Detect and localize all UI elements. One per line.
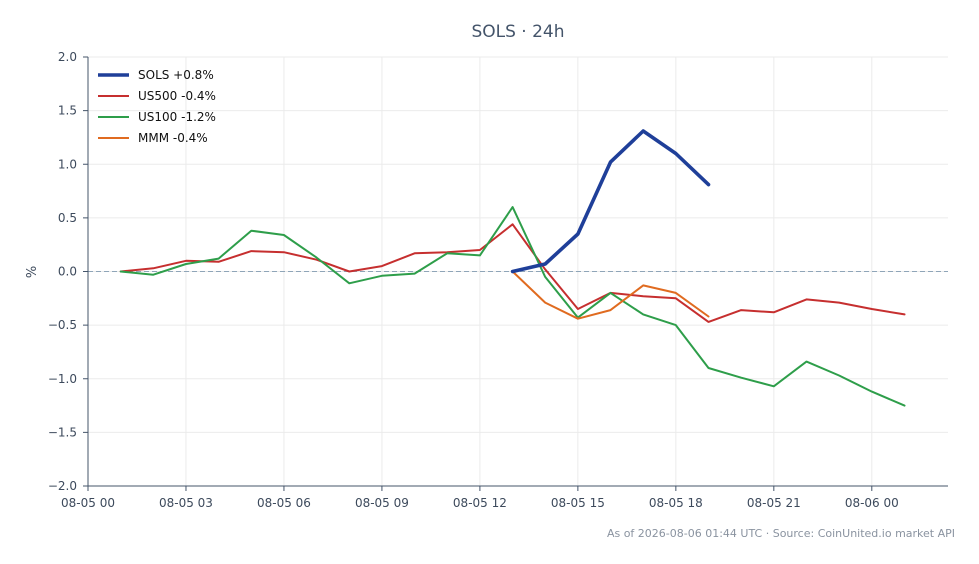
legend: SOLS +0.8% US500 -0.4% US100 -1.2% MMM -0.4… <box>98 68 216 145</box>
series-line-3 <box>511 270 710 320</box>
y-tick-label: 0.5 <box>58 211 77 225</box>
y-tick-label: 0.0 <box>58 265 77 279</box>
series-line-2 <box>119 206 906 407</box>
x-tick-label: 08-05 06 <box>257 496 311 510</box>
x-axis-ticks: 08-05 00 08-05 03 08-05 06 08-05 09 08-05 12… <box>61 486 899 510</box>
footer-source: As of 2026-08-06 01:44 UTC · Source: Coi… <box>607 527 955 540</box>
y-tick-label: −0.5 <box>48 318 77 332</box>
x-tick-label: 08-05 12 <box>453 496 507 510</box>
legend-label-2: US100 -1.2% <box>138 110 216 124</box>
y-tick-label: −1.0 <box>48 372 77 386</box>
y-axis-label: % <box>25 266 40 278</box>
x-tick-label: 08-05 18 <box>649 496 703 510</box>
y-tick-label: 1.5 <box>58 104 77 118</box>
y-tick-label: 1.0 <box>58 157 77 171</box>
y-tick-label: 2.0 <box>58 50 77 64</box>
y-tick-label: −1.5 <box>48 425 77 439</box>
series-line-0 <box>510 129 711 274</box>
x-tick-label: 08-05 03 <box>159 496 213 510</box>
x-tick-label: 08-05 00 <box>61 496 115 510</box>
y-tick-label: −2.0 <box>48 479 77 493</box>
x-tick-label: 08-05 21 <box>747 496 801 510</box>
chart-title: SOLS · 24h <box>471 22 564 42</box>
y-axis-ticks: 2.0 1.5 1.0 0.5 0.0 −0.5 −1.0 −1.5 −2.0 <box>48 50 88 493</box>
legend-label-0: SOLS +0.8% <box>138 68 214 82</box>
legend-label-3: MMM -0.4% <box>138 131 208 145</box>
x-tick-label: 08-05 09 <box>355 496 409 510</box>
legend-label-1: US500 -0.4% <box>138 89 216 103</box>
series-line-1 <box>119 223 906 323</box>
series-lines <box>119 129 906 407</box>
x-tick-label: 08-05 15 <box>551 496 605 510</box>
x-tick-label: 08-06 00 <box>845 496 899 510</box>
